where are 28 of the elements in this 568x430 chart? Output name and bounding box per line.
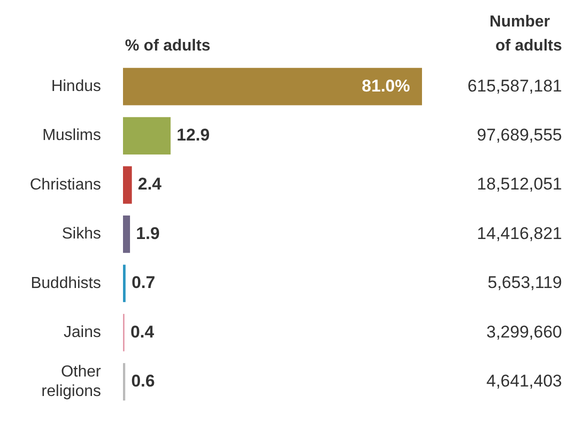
y-tick-label: Buddhists (30, 274, 101, 292)
text: 615,587,181 (467, 76, 562, 96)
data-label: 12.9 (176, 125, 210, 144)
text: 97,689,555 (476, 125, 562, 144)
y-tick-label: Other religions (41, 364, 102, 400)
text: Number of adults (490, 13, 562, 54)
text: 3,299,660 (486, 322, 562, 342)
x-axis-title: % of adults (125, 37, 210, 54)
y-tick-label: Hindus (51, 78, 101, 96)
y-tick-label: Sikhs (62, 226, 101, 243)
data-label: 1.9 (136, 224, 160, 243)
y-tick-label: Jains (64, 324, 101, 342)
data-label: 0.7 (132, 273, 156, 292)
data-label: 2.4 (138, 174, 162, 194)
text: 4,641,403 (486, 371, 562, 390)
bar (123, 166, 132, 204)
text: 18,512,051 (476, 174, 562, 194)
bar (123, 117, 171, 154)
y-tick-label: Muslims (42, 127, 101, 144)
data-label: 0.6 (131, 371, 155, 390)
text: 14,416,821 (476, 224, 562, 243)
text: 5,653,119 (488, 273, 562, 292)
bar (123, 216, 130, 253)
bar (123, 68, 422, 106)
y-tick-label: Christians (30, 176, 101, 194)
data-label: 81.0% (362, 76, 410, 96)
bar (123, 264, 126, 302)
data-label: 0.4 (130, 322, 155, 342)
